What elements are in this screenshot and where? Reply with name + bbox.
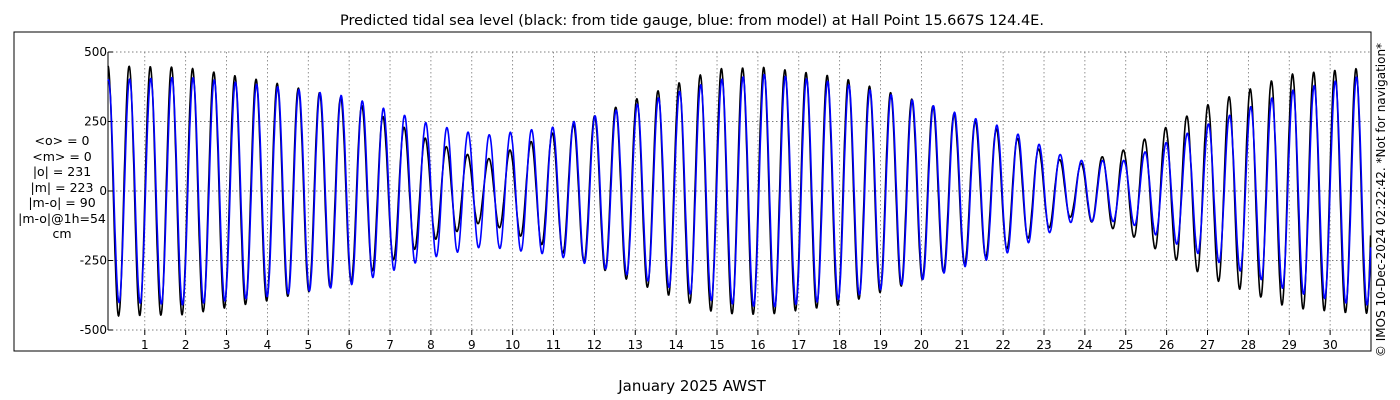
x-tick-label-24: 25 <box>1118 338 1133 352</box>
x-tick-label-10: 11 <box>546 338 561 352</box>
x-tick-label-25: 26 <box>1159 338 1174 352</box>
x-tick-label-8: 9 <box>468 338 476 352</box>
series-group <box>107 65 1372 317</box>
x-tick-label-29: 30 <box>1322 338 1337 352</box>
series-line-model <box>107 73 1372 308</box>
statistics-panel: <o> = 0 <m> = 0 |o| = 231 |m| = 223 |m-o| = … <box>8 133 116 242</box>
x-tick-label-11: 12 <box>587 338 602 352</box>
stat-line-6: cm <box>52 226 72 241</box>
x-tick-label-21: 22 <box>995 338 1010 352</box>
x-tick-label-14: 15 <box>709 338 724 352</box>
x-tick-label-0: 1 <box>141 338 149 352</box>
x-tick-label-12: 13 <box>628 338 643 352</box>
x-tick-label-15: 16 <box>750 338 765 352</box>
chart-frame <box>13 31 1372 352</box>
x-axis-label: January 2025 AWST <box>617 377 766 395</box>
x-tick-label-22: 23 <box>1036 338 1051 352</box>
x-tick-label-13: 14 <box>669 338 684 352</box>
x-tick-label-4: 5 <box>304 338 312 352</box>
y-tick-label-0: 500 <box>84 45 107 59</box>
stat-line-2: |o| = 231 <box>32 164 92 179</box>
x-tick-label-19: 20 <box>914 338 929 352</box>
y-tick-label-3: -250 <box>80 254 107 268</box>
x-tick-label-3: 4 <box>264 338 272 352</box>
x-tick-label-7: 8 <box>427 338 435 352</box>
x-tick-label-27: 28 <box>1241 338 1256 352</box>
y-tick-label-4: -500 <box>80 323 107 337</box>
chart-title: Predicted tidal sea level (black: from t… <box>340 13 1044 29</box>
stat-line-3: |m| = 223 <box>30 179 94 195</box>
x-tick-label-28: 29 <box>1282 338 1297 352</box>
x-tick-label-23: 24 <box>1077 338 1092 352</box>
x-tick-label-6: 7 <box>386 338 394 352</box>
stat-line-4: |m-o| = 90 <box>28 195 96 210</box>
x-tick-label-18: 19 <box>873 338 888 352</box>
x-tick-label-16: 17 <box>791 338 806 352</box>
y-tick-label-1: 250 <box>84 115 107 129</box>
stat-line-1: <m> = 0 <box>32 148 92 164</box>
x-tick-label-2: 3 <box>223 338 231 352</box>
stat-line-0: <o> = 0 <box>34 133 90 148</box>
x-tick-label-26: 27 <box>1200 338 1215 352</box>
stat-line-5: |m-o|@1h=54 <box>18 210 106 226</box>
x-tick-label-17: 18 <box>832 338 847 352</box>
y-tick-label-2: 0 <box>99 184 107 198</box>
x-tick-label-1: 2 <box>182 338 190 352</box>
x-tick-label-9: 10 <box>505 338 520 352</box>
x-tick-label-20: 21 <box>955 338 970 352</box>
x-tick-label-5: 6 <box>345 338 353 352</box>
copyright-note-text: © IMOS 10-Dec-2024 02:22:42. *Not for na… <box>1374 42 1388 358</box>
